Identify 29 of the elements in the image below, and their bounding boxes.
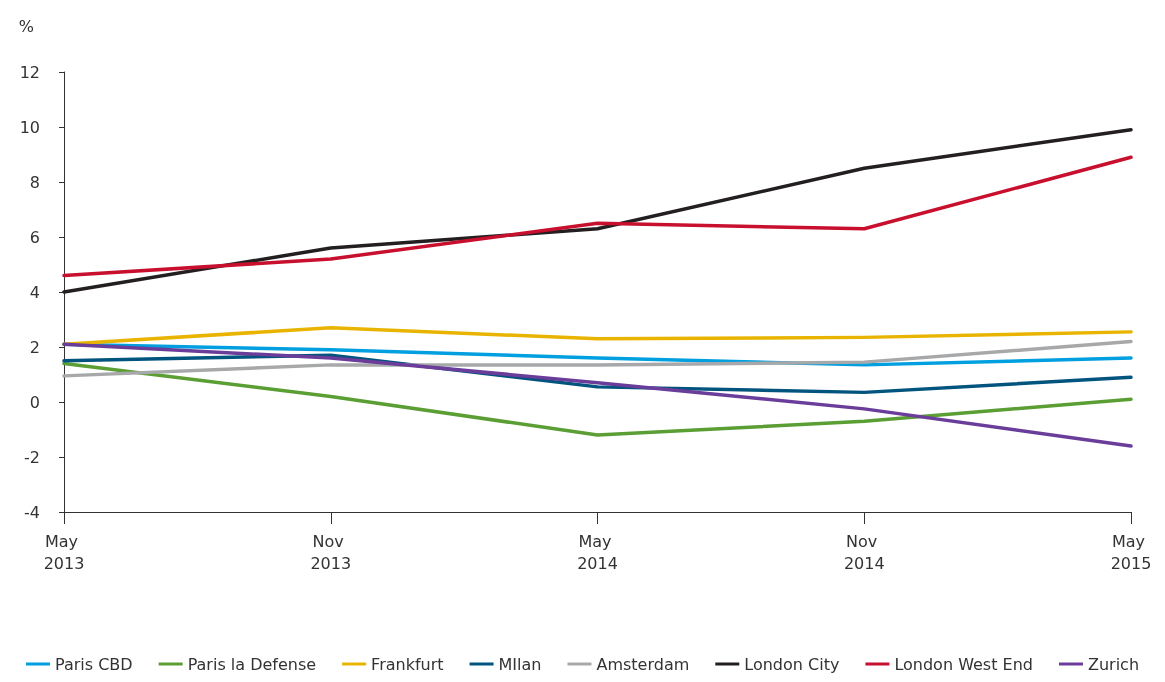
line-series: [62, 342, 1133, 448]
y-axis-title: %: [18, 16, 34, 36]
x-tick-label: Nov 2014: [843, 531, 885, 573]
y-tick-label: 12: [19, 62, 40, 82]
y-tick-label: 10: [19, 117, 40, 137]
y-tick-label: -4: [24, 502, 40, 522]
x-tick-label: May 2014: [577, 531, 618, 573]
y-tick-label: 6: [29, 227, 40, 247]
legend-label: London West End: [894, 654, 1033, 674]
x-tick-label: May 2015: [1110, 531, 1152, 573]
line-series: [62, 155, 1133, 278]
legend-label: Frankfurt: [371, 654, 444, 674]
y-tick-label: 2: [29, 337, 40, 357]
line-series: [62, 339, 1133, 378]
legend-label: MIlan: [498, 654, 542, 674]
y-tick-label: -2: [24, 447, 40, 467]
line-series: [62, 361, 1133, 437]
legend-label: Zurich: [1087, 654, 1140, 674]
legend-label: Paris la Defense: [187, 654, 317, 674]
line-series: [62, 326, 1133, 346]
legend-label: Amsterdam: [596, 654, 690, 674]
line-series: [62, 128, 1133, 294]
x-tick-label: May 2013: [43, 531, 85, 573]
y-tick-label: 0: [29, 392, 40, 412]
legend-label: Paris CBD: [54, 654, 133, 674]
x-tick-label: Nov 2013: [310, 531, 352, 573]
y-tick-label: 8: [29, 172, 40, 192]
y-tick-label: 4: [29, 282, 40, 302]
legend-label: London City: [744, 654, 840, 674]
